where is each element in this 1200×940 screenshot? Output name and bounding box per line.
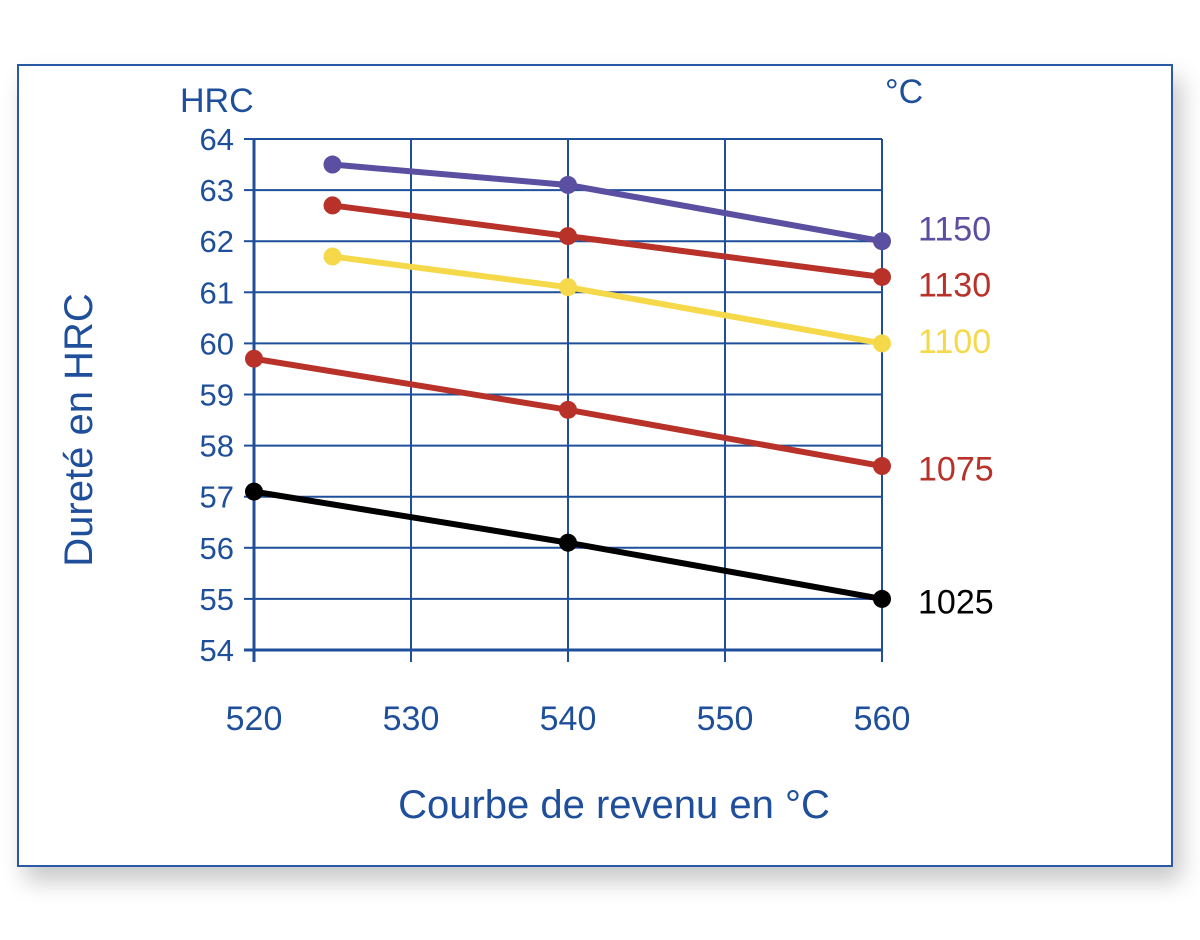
point-1025-560 bbox=[873, 589, 891, 608]
series-unit-label: °C bbox=[885, 73, 923, 111]
y-unit-label: HRC bbox=[180, 82, 254, 120]
y-tick-label-59: 59 bbox=[200, 378, 234, 413]
y-tick-label-58: 58 bbox=[200, 429, 234, 464]
y-tick-label-60: 60 bbox=[200, 326, 234, 361]
point-1130-540 bbox=[559, 227, 577, 246]
series-label-1075: 1075 bbox=[918, 451, 994, 489]
series-label-1150: 1150 bbox=[918, 210, 991, 248]
point-1100-560 bbox=[873, 334, 891, 353]
x-axis-label: Courbe de revenu en °C bbox=[398, 783, 830, 827]
point-1075-540 bbox=[559, 400, 577, 419]
chart-frame bbox=[17, 64, 1173, 867]
series-1130 bbox=[323, 196, 891, 286]
series-1100 bbox=[323, 247, 891, 353]
y-tick-label-54: 54 bbox=[200, 633, 234, 668]
point-1025-540 bbox=[559, 533, 577, 552]
series-1075 bbox=[245, 349, 891, 476]
point-1100-540 bbox=[559, 278, 577, 297]
point-1130-525 bbox=[323, 196, 342, 215]
point-1130-560 bbox=[873, 267, 891, 286]
axes bbox=[244, 138, 883, 662]
point-1075-520 bbox=[245, 349, 263, 368]
y-tick-label-56: 56 bbox=[200, 531, 234, 566]
point-1075-560 bbox=[873, 457, 891, 476]
x-tick-label-540: 540 bbox=[540, 700, 597, 738]
grid bbox=[253, 138, 883, 651]
point-1150-525 bbox=[323, 155, 342, 174]
point-1150-560 bbox=[873, 232, 891, 251]
x-tick-label-550: 550 bbox=[697, 700, 754, 738]
y-tick-label-57: 57 bbox=[200, 480, 234, 515]
series-line-1150 bbox=[329, 161, 885, 245]
x-tick-label-530: 530 bbox=[383, 700, 440, 738]
point-1100-525 bbox=[323, 247, 342, 266]
y-tick-labels: 54 55 56 57 58 59 60 61 62 63 64 bbox=[200, 122, 234, 668]
series-1025 bbox=[245, 482, 891, 608]
series-lines bbox=[245, 155, 891, 608]
series-label-1100: 1100 bbox=[918, 323, 991, 361]
series-1150 bbox=[323, 155, 891, 251]
x-tick-label-560: 560 bbox=[854, 700, 911, 738]
y-axis-label: Dureté en HRC bbox=[57, 293, 101, 566]
y-tick-label-55: 55 bbox=[200, 582, 234, 617]
point-1150-540 bbox=[559, 175, 577, 194]
y-tick-label-62: 62 bbox=[200, 224, 234, 259]
y-tick-label-61: 61 bbox=[200, 275, 234, 310]
series-labels: 1150 1130 1100 1075 1025 bbox=[918, 210, 994, 621]
series-line-1100 bbox=[329, 253, 885, 347]
x-tick-labels: 520 530 540 550 560 bbox=[226, 700, 911, 738]
point-1025-520 bbox=[245, 482, 263, 501]
series-label-1130: 1130 bbox=[918, 267, 991, 305]
y-tick-label-63: 63 bbox=[200, 173, 234, 208]
series-label-1025: 1025 bbox=[918, 583, 994, 621]
x-tick-label-520: 520 bbox=[226, 700, 283, 738]
y-tick-label-64: 64 bbox=[200, 122, 234, 157]
